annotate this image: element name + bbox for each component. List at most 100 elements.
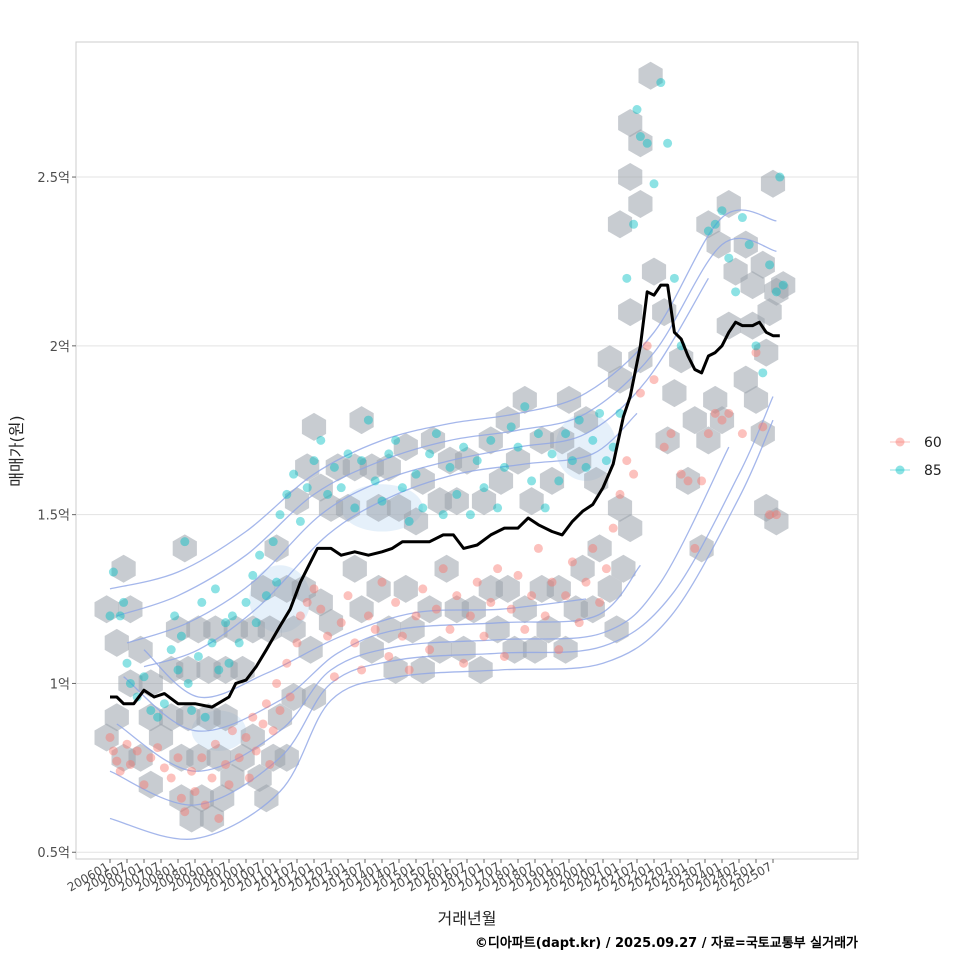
point-60 bbox=[234, 753, 244, 763]
point-85 bbox=[724, 253, 734, 263]
hexbin-cell bbox=[104, 703, 129, 732]
hexbin-cell bbox=[696, 210, 721, 239]
point-60 bbox=[561, 591, 571, 601]
point-60 bbox=[499, 651, 509, 661]
hexbin-cell bbox=[760, 169, 786, 198]
point-60 bbox=[635, 388, 645, 398]
point-60 bbox=[377, 577, 387, 587]
point-60 bbox=[112, 756, 122, 766]
hexbin-cell bbox=[754, 338, 779, 367]
point-85 bbox=[465, 510, 475, 520]
point-85 bbox=[418, 503, 428, 513]
point-60 bbox=[180, 807, 190, 817]
point-60 bbox=[642, 341, 652, 351]
hexbin-cell bbox=[597, 574, 622, 603]
point-60 bbox=[622, 456, 632, 466]
point-60 bbox=[581, 577, 591, 587]
point-85 bbox=[176, 631, 186, 641]
point-60 bbox=[554, 645, 564, 655]
hexbin-cell bbox=[165, 615, 191, 644]
point-85 bbox=[180, 537, 190, 547]
point-85 bbox=[778, 280, 788, 290]
point-60 bbox=[513, 570, 523, 580]
point-60 bbox=[197, 753, 207, 763]
hexbin-cell bbox=[641, 257, 667, 286]
legend-label-60: 60 bbox=[924, 435, 942, 451]
point-60 bbox=[465, 611, 475, 621]
hexbin-cell bbox=[176, 703, 201, 732]
hexbin-cell bbox=[495, 574, 520, 603]
point-60 bbox=[292, 638, 302, 648]
y-tick-label: 1.5억 bbox=[37, 509, 70, 524]
hexbin-cell bbox=[743, 385, 769, 414]
hexbin-cell bbox=[281, 615, 306, 644]
hexbin-cell bbox=[267, 703, 293, 732]
point-60 bbox=[336, 618, 346, 628]
point-60 bbox=[302, 597, 312, 607]
point-60 bbox=[520, 624, 530, 634]
point-85 bbox=[567, 456, 577, 466]
point-60 bbox=[343, 591, 353, 601]
hexbin-cell bbox=[410, 466, 435, 495]
hexbin-cell bbox=[335, 493, 361, 522]
hexbin-cell bbox=[618, 109, 643, 137]
point-85 bbox=[438, 510, 448, 520]
hexbin-cell bbox=[393, 574, 418, 603]
point-85 bbox=[336, 483, 346, 493]
hexbin-cell bbox=[128, 743, 153, 772]
point-60 bbox=[697, 476, 707, 486]
point-60 bbox=[268, 726, 278, 736]
point-85 bbox=[459, 442, 469, 452]
hexbin-cell bbox=[111, 554, 136, 583]
density-contour bbox=[109, 396, 774, 806]
hexbin-cell bbox=[573, 406, 599, 435]
point-60 bbox=[207, 773, 217, 783]
point-85 bbox=[241, 597, 251, 607]
y-axis-title: 매매가(원) bbox=[7, 415, 26, 486]
point-60 bbox=[758, 422, 768, 432]
point-60 bbox=[479, 631, 489, 641]
point-85 bbox=[234, 638, 244, 648]
source-caption: ©디아파트(dapt.kr) / 2025.09.27 / 자료=국토교통부 실… bbox=[475, 935, 858, 951]
point-85 bbox=[404, 516, 414, 526]
point-60 bbox=[125, 759, 135, 769]
hexbin-cell bbox=[553, 635, 578, 664]
hexbin-cell bbox=[597, 345, 622, 374]
point-60 bbox=[265, 759, 275, 769]
hexbin-cell bbox=[519, 487, 544, 516]
hexbin-cell bbox=[210, 784, 235, 813]
point-85 bbox=[197, 597, 207, 607]
point-85 bbox=[533, 429, 543, 439]
point-85 bbox=[210, 584, 220, 594]
point-85 bbox=[391, 435, 401, 445]
hexbin-cell bbox=[199, 804, 225, 833]
point-60 bbox=[438, 564, 448, 574]
point-60 bbox=[683, 476, 693, 486]
point-85 bbox=[425, 449, 435, 459]
legend-item-85: 85 bbox=[890, 463, 942, 479]
point-85 bbox=[431, 429, 441, 439]
point-85 bbox=[275, 510, 285, 520]
point-60 bbox=[122, 739, 132, 749]
point-85 bbox=[649, 179, 659, 189]
point-85 bbox=[108, 567, 118, 577]
density-contour bbox=[109, 419, 774, 840]
point-60 bbox=[384, 651, 394, 661]
point-60 bbox=[391, 597, 401, 607]
point-60 bbox=[241, 732, 251, 742]
hexbin-cell bbox=[281, 683, 306, 711]
point-60 bbox=[316, 604, 326, 614]
point-60 bbox=[357, 665, 367, 675]
point-60 bbox=[567, 557, 577, 567]
point-85 bbox=[554, 476, 564, 486]
point-60 bbox=[363, 611, 373, 621]
point-85 bbox=[703, 226, 713, 236]
point-60 bbox=[105, 732, 115, 742]
point-85 bbox=[146, 705, 156, 715]
hexbin-cell bbox=[529, 426, 554, 455]
point-85 bbox=[261, 591, 271, 601]
point-85 bbox=[595, 408, 605, 418]
point-60 bbox=[431, 604, 441, 614]
point-60 bbox=[588, 543, 598, 553]
